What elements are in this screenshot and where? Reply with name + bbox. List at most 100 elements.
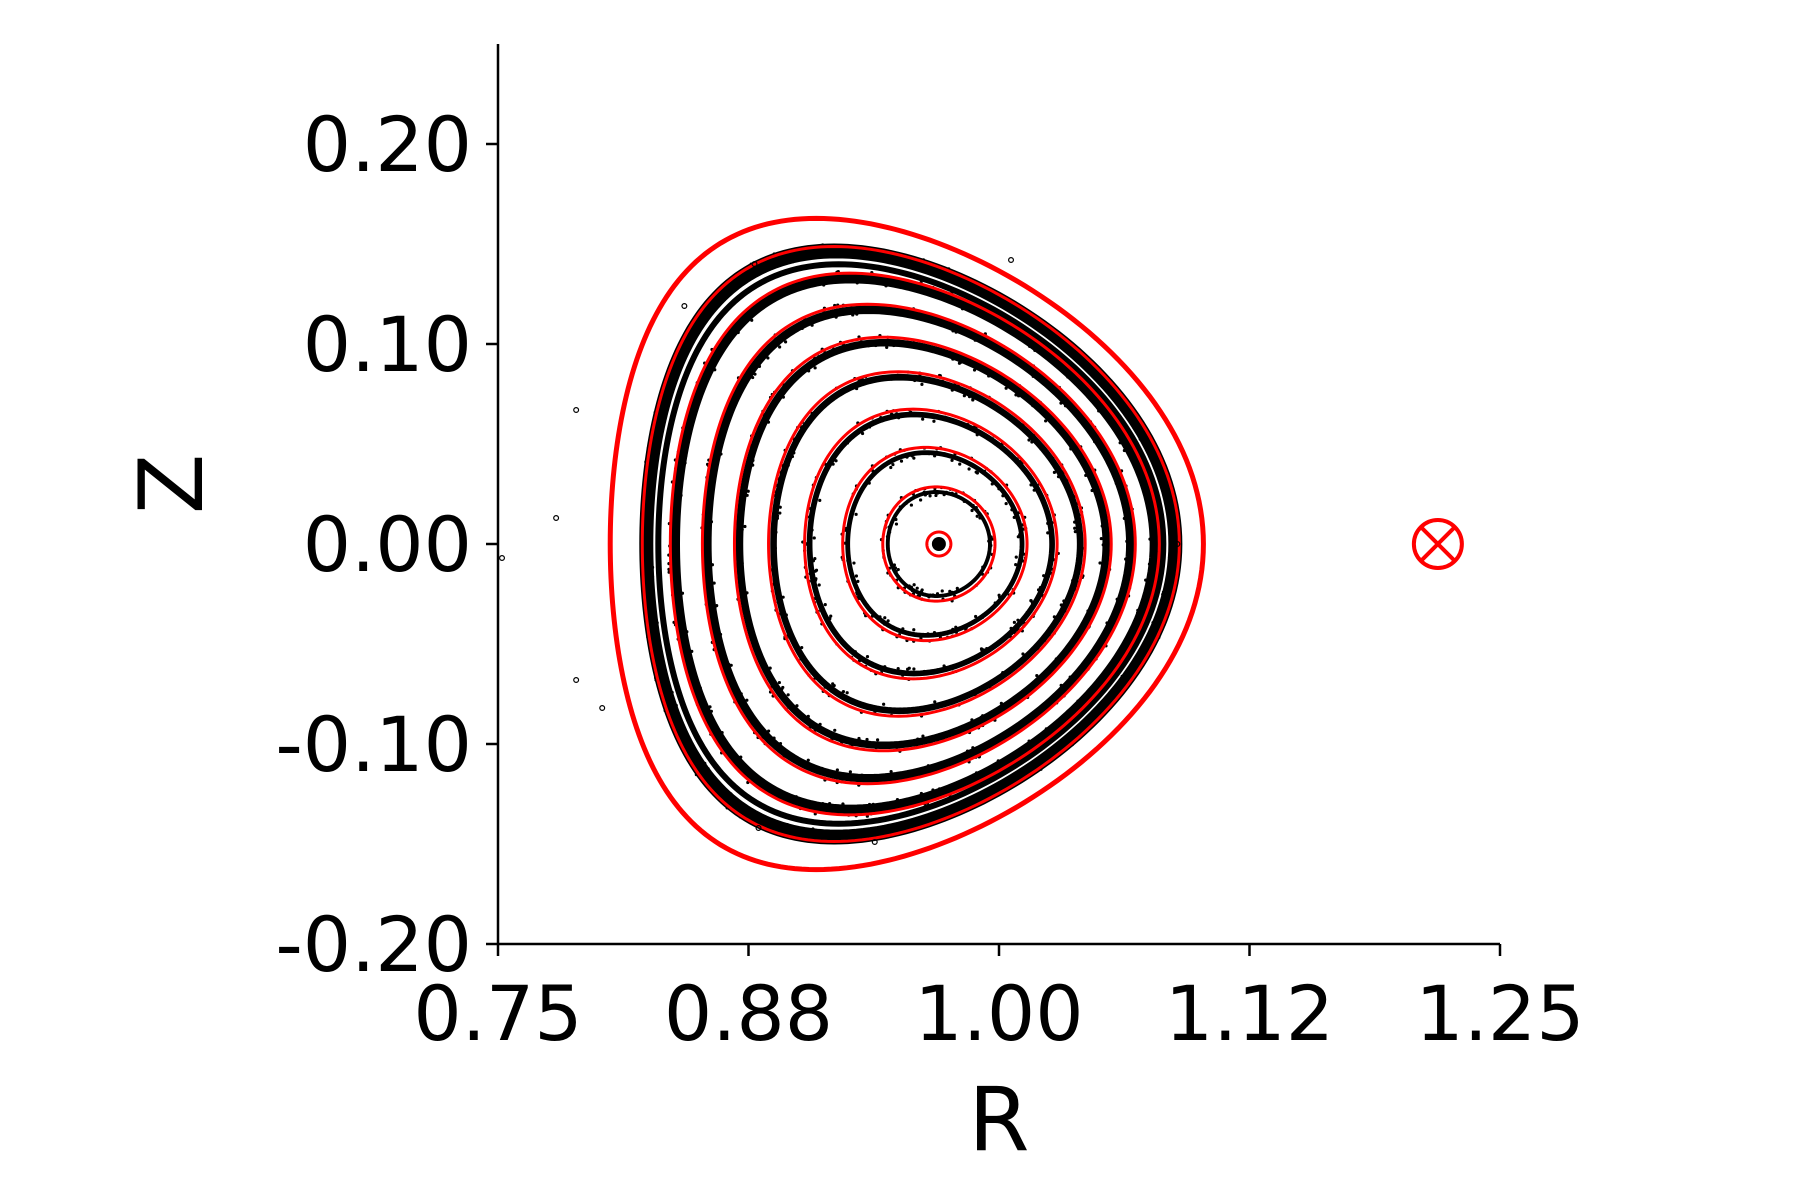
poincare-point — [1127, 639, 1131, 643]
poincare-point — [698, 686, 702, 690]
poincare-point — [1002, 413, 1006, 417]
poincare-point — [912, 456, 916, 460]
poincare-point — [680, 619, 684, 624]
poincare-point — [739, 692, 743, 696]
poincare-point — [783, 340, 788, 344]
poincare-point — [674, 534, 678, 538]
poincare-point — [705, 581, 709, 585]
poincare-point — [727, 749, 731, 753]
stray-point — [871, 838, 878, 845]
poincare-point — [748, 626, 752, 630]
poincare-point — [827, 621, 831, 625]
poincare-point — [1025, 611, 1029, 615]
poincare-point — [1004, 386, 1008, 390]
poincare-point — [974, 771, 979, 775]
poincare-point — [851, 342, 855, 346]
poincare-point — [890, 377, 894, 381]
poincare-point — [797, 650, 802, 654]
poincare-point — [1076, 565, 1080, 569]
y-axis-title: Z — [120, 454, 223, 514]
poincare-point — [929, 705, 933, 709]
poincare-point — [909, 585, 914, 589]
poincare-point — [774, 500, 778, 504]
poincare-point — [1076, 699, 1080, 703]
poincare-point — [843, 541, 847, 545]
stray-point — [755, 824, 762, 831]
poincare-point — [816, 597, 820, 601]
poincare-point — [858, 739, 862, 743]
poincare-point — [993, 317, 998, 321]
poincare-point — [860, 773, 864, 777]
poincare-point — [1122, 516, 1126, 521]
poincare-point — [746, 621, 750, 625]
poincare-point — [890, 458, 894, 462]
poincare-point — [781, 595, 785, 599]
poincare-point — [951, 357, 955, 361]
poincare-point — [962, 499, 966, 503]
poincare-point — [1093, 439, 1097, 444]
poincare-point — [916, 590, 920, 594]
x-tick-label: 1.12 — [1165, 969, 1334, 1058]
poincare-point — [895, 412, 899, 416]
poincare-point — [899, 459, 904, 463]
poincare-point — [845, 691, 849, 695]
poincare-point — [957, 354, 961, 358]
poincare-point — [879, 415, 883, 420]
poincare-point — [766, 356, 770, 360]
poincare-point — [713, 606, 717, 610]
poincare-point — [749, 712, 754, 716]
poincare-point — [854, 574, 859, 578]
poincare-point — [845, 536, 850, 540]
poincare-point — [989, 543, 993, 548]
poincare-point — [836, 447, 841, 452]
poincare-point — [893, 803, 897, 808]
poincare-point — [745, 493, 749, 497]
poincare-point — [1098, 638, 1102, 642]
flux-surface-contour — [700, 302, 1137, 786]
poincare-point — [772, 563, 777, 567]
poincare-point — [1027, 739, 1031, 743]
poincare-point — [1099, 536, 1103, 541]
poincare-point — [1052, 615, 1056, 619]
poincare-point — [1049, 628, 1053, 632]
poincare-point — [1125, 584, 1130, 588]
poincare-point — [820, 766, 824, 771]
poincare-point — [1093, 434, 1098, 438]
poincare-point — [778, 345, 782, 349]
poincare-point — [923, 493, 927, 497]
poincare-point — [1100, 444, 1104, 448]
poincare-point — [928, 494, 932, 498]
poincare-point — [775, 514, 780, 518]
poincare-point — [970, 508, 974, 513]
poincare-point — [843, 737, 847, 741]
poincare-point — [1065, 369, 1070, 373]
poincare-point — [791, 327, 795, 331]
poincare-point — [1118, 441, 1122, 445]
poincare-point — [956, 588, 960, 592]
poincare-point — [792, 451, 796, 455]
x-tick-label: 1.00 — [914, 969, 1083, 1058]
poincare-point — [895, 742, 899, 746]
stray-point — [573, 407, 580, 414]
poincare-point — [778, 505, 782, 509]
poincare-point — [973, 692, 977, 697]
poincare-point — [713, 368, 717, 372]
poincare-point — [748, 460, 752, 465]
poincare-point — [1005, 702, 1009, 707]
poincare-point — [950, 590, 954, 594]
poincare-point — [936, 491, 940, 495]
poincare-point — [889, 769, 893, 774]
poincare-point — [772, 523, 777, 527]
poincare-point — [766, 420, 771, 424]
poincare-point — [790, 454, 795, 459]
poincare-point — [1041, 673, 1045, 678]
poincare-point — [719, 452, 723, 456]
poincare-point — [855, 592, 860, 596]
poincare-point — [919, 791, 923, 796]
poincare-point — [813, 569, 817, 573]
poincare-point — [874, 343, 878, 348]
poincare-point — [1052, 470, 1057, 475]
poincare-point — [874, 746, 878, 750]
poincare-point — [778, 612, 783, 616]
poincare-point — [675, 540, 679, 544]
